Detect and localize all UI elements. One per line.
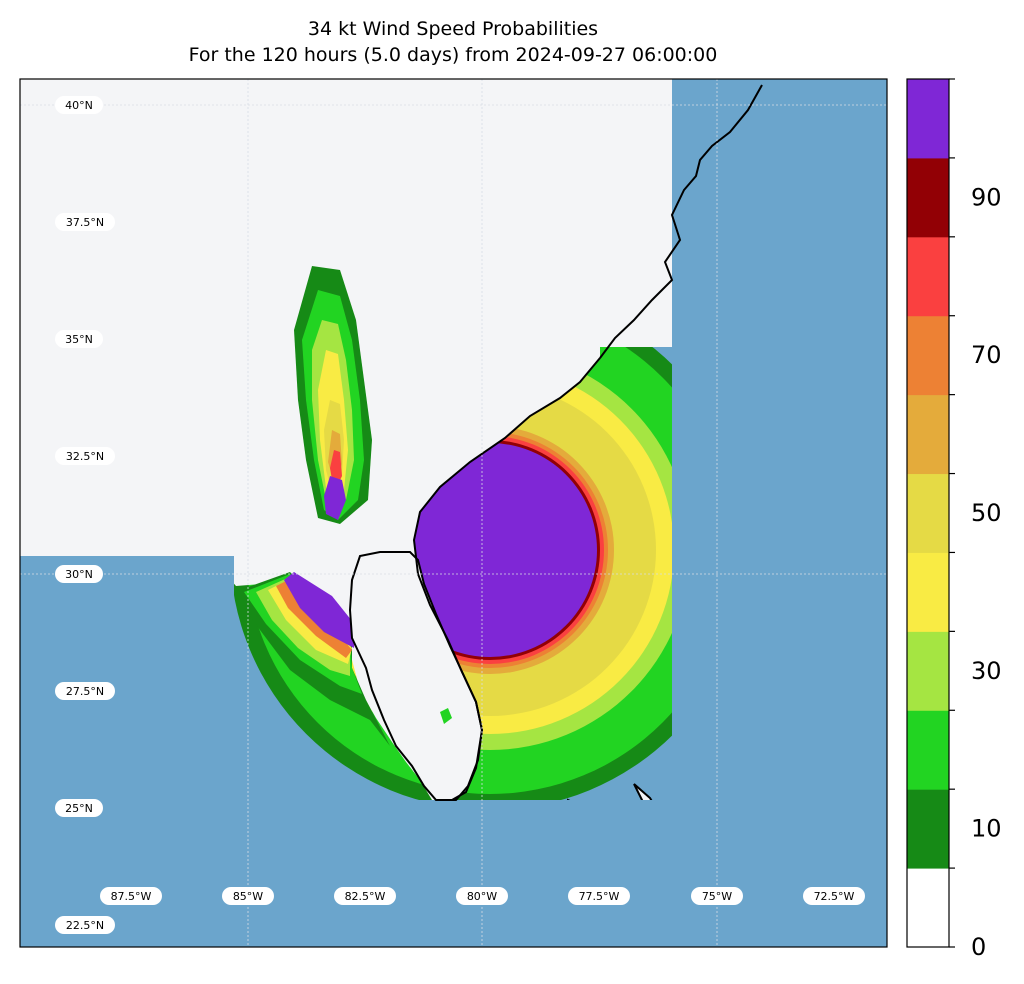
colorbar-frame	[906, 78, 950, 948]
colorbar-band	[907, 473, 949, 553]
lon-label: 77.5°W	[568, 887, 630, 905]
colorbar-tick-label: 30	[971, 657, 1002, 685]
lon-label: 85°W	[222, 887, 274, 905]
lat-label: 40°N	[55, 96, 103, 114]
atlantic-coastline	[412, 357, 601, 801]
svg-text:27.5°N: 27.5°N	[66, 685, 104, 698]
map-panel	[20, 79, 887, 947]
lon-label: 87.5°W	[100, 887, 162, 905]
lon-label: 72.5°W	[803, 887, 865, 905]
svg-text:22.5°N: 22.5°N	[66, 919, 104, 932]
lon-label: 82.5°W	[334, 887, 396, 905]
svg-text:40°N: 40°N	[65, 99, 93, 112]
colorbar-band	[907, 157, 949, 238]
lat-label: 37.5°N	[55, 213, 115, 231]
prob-band-100	[383, 443, 597, 657]
svg-text:80°W: 80°W	[467, 890, 497, 903]
colorbar-tick-label: 10	[971, 815, 1002, 843]
svg-text:82.5°W: 82.5°W	[345, 890, 386, 903]
lat-label: 35°N	[55, 330, 103, 348]
graticule	[20, 79, 887, 947]
svg-text:37.5°N: 37.5°N	[66, 216, 104, 229]
lon-label: 75°W	[691, 887, 743, 905]
svg-text:35°N: 35°N	[65, 333, 93, 346]
colorbar-band	[907, 710, 949, 790]
map-frame	[19, 78, 888, 948]
northeast-coastline	[599, 84, 763, 359]
colorbar-band	[907, 79, 949, 159]
chart-subtitle: For the 120 hours (5.0 days) from 2024-0…	[188, 44, 718, 66]
inland-speck	[440, 708, 452, 724]
wind-probability-swath	[230, 290, 750, 810]
colorbar-band	[907, 236, 949, 317]
lat-labels: 40°N 37.5°N 35°N 32.5°N 30°N 27.5°N 25°N	[55, 96, 115, 934]
colorbar-band	[907, 631, 949, 711]
colorbar-tick-label: 70	[971, 341, 1002, 369]
svg-text:87.5°W: 87.5°W	[111, 890, 152, 903]
lat-label: 25°N	[55, 799, 103, 817]
svg-text:32.5°N: 32.5°N	[66, 450, 104, 463]
svg-text:85°W: 85°W	[233, 890, 263, 903]
colorbar-band	[907, 315, 949, 396]
lon-labels: 87.5°W 85°W 82.5°W 80°W 77.5°W 75°W 72.5…	[100, 887, 865, 905]
ocean-east	[672, 79, 887, 947]
lon-label: 80°W	[456, 887, 508, 905]
lat-label: 27.5°N	[55, 682, 115, 700]
svg-text:25°N: 25°N	[65, 802, 93, 815]
colorbar-band	[907, 868, 949, 948]
colorbar-tick-label: 0	[971, 933, 986, 961]
inland-swath	[294, 266, 372, 524]
ocean-south	[20, 800, 672, 947]
lat-label: 22.5°N	[55, 916, 115, 934]
svg-text:72.5°W: 72.5°W	[814, 890, 855, 903]
lat-label: 32.5°N	[55, 447, 115, 465]
svg-text:75°W: 75°W	[702, 890, 732, 903]
colorbar-tick-label: 90	[971, 183, 1002, 211]
colorbar-tick-label: 50	[971, 499, 1002, 527]
colorbar-band	[907, 394, 949, 475]
svg-text:30°N: 30°N	[65, 568, 93, 581]
svg-text:77.5°W: 77.5°W	[579, 890, 620, 903]
gulf-swath	[234, 572, 390, 746]
colorbar: 0 10 30 50 70 90	[906, 78, 1002, 961]
chart-title: 34 kt Wind Speed Probabilities	[307, 18, 599, 40]
colorbar-band	[907, 789, 949, 869]
colorbar-band	[907, 552, 949, 632]
lat-label: 30°N	[55, 565, 103, 583]
